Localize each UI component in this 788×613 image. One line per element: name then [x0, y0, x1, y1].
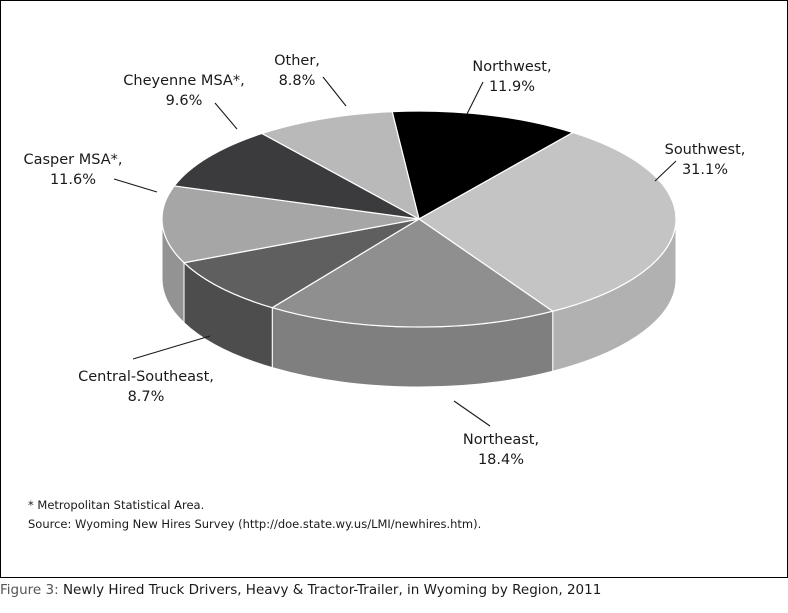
slice-label-casper-msa: Casper MSA*, [23, 152, 122, 168]
leader-line-northwest [466, 81, 484, 115]
pie-top [161, 110, 677, 328]
leader-line-northeast [453, 400, 491, 427]
slice-label-northwest: Northwest, [472, 59, 551, 75]
chart-frame: Northwest, 11.9% Southwest, 31.1% Northeast,… [0, 0, 788, 578]
leader-line-southwest [654, 160, 677, 182]
slice-value-casper-msa: 11.6% [50, 172, 96, 188]
pie-chart: Northwest, 11.9% Southwest, 31.1% Northeast,… [23, 53, 745, 468]
leader-line-other [322, 76, 347, 107]
slice-value-other: 8.8% [279, 73, 316, 89]
slice-value-southwest: 31.1% [682, 162, 728, 178]
slice-labels: Northwest, 11.9% Southwest, 31.1% Northeast,… [23, 53, 745, 468]
slice-value-northeast: 18.4% [478, 452, 524, 468]
slice-central-southeast [182, 218, 420, 309]
slice-cheyenne-msa [173, 132, 420, 220]
slice-label-southwest: Southwest, [665, 142, 746, 158]
slice-label-central-southeast: Central-Southeast, [78, 369, 214, 385]
slice-value-central-southeast: 8.7% [128, 389, 165, 405]
leader-line-casper-msa [113, 178, 158, 193]
footnote: * Metropolitan Statistical Area. [28, 498, 205, 512]
source-note: Source: Wyoming New Hires Survey (http:/… [28, 517, 482, 531]
slice-value-cheyenne-msa: 9.6% [166, 93, 203, 109]
slice-label-northeast: Northeast, [463, 432, 539, 448]
slice-northwest [391, 110, 575, 220]
pie-sides [161, 218, 677, 388]
leader-line-cheyenne-msa [214, 102, 238, 130]
slice-label-other: Other, [274, 53, 320, 69]
slice-casper-msa [161, 185, 420, 264]
figure-label: Figure 3: [0, 582, 59, 598]
figure-title: Newly Hired Truck Drivers, Heavy & Tract… [62, 582, 602, 598]
leader-line-central-southeast [132, 335, 211, 360]
figure-caption: Figure 3: Newly Hired Truck Drivers, Hea… [0, 582, 601, 598]
slice-southwest [417, 131, 677, 312]
slice-label-cheyenne-msa: Cheyenne MSA*, [123, 73, 244, 89]
slice-value-northwest: 11.9% [489, 79, 535, 95]
slice-northeast [270, 218, 555, 328]
slice-other [260, 110, 420, 221]
